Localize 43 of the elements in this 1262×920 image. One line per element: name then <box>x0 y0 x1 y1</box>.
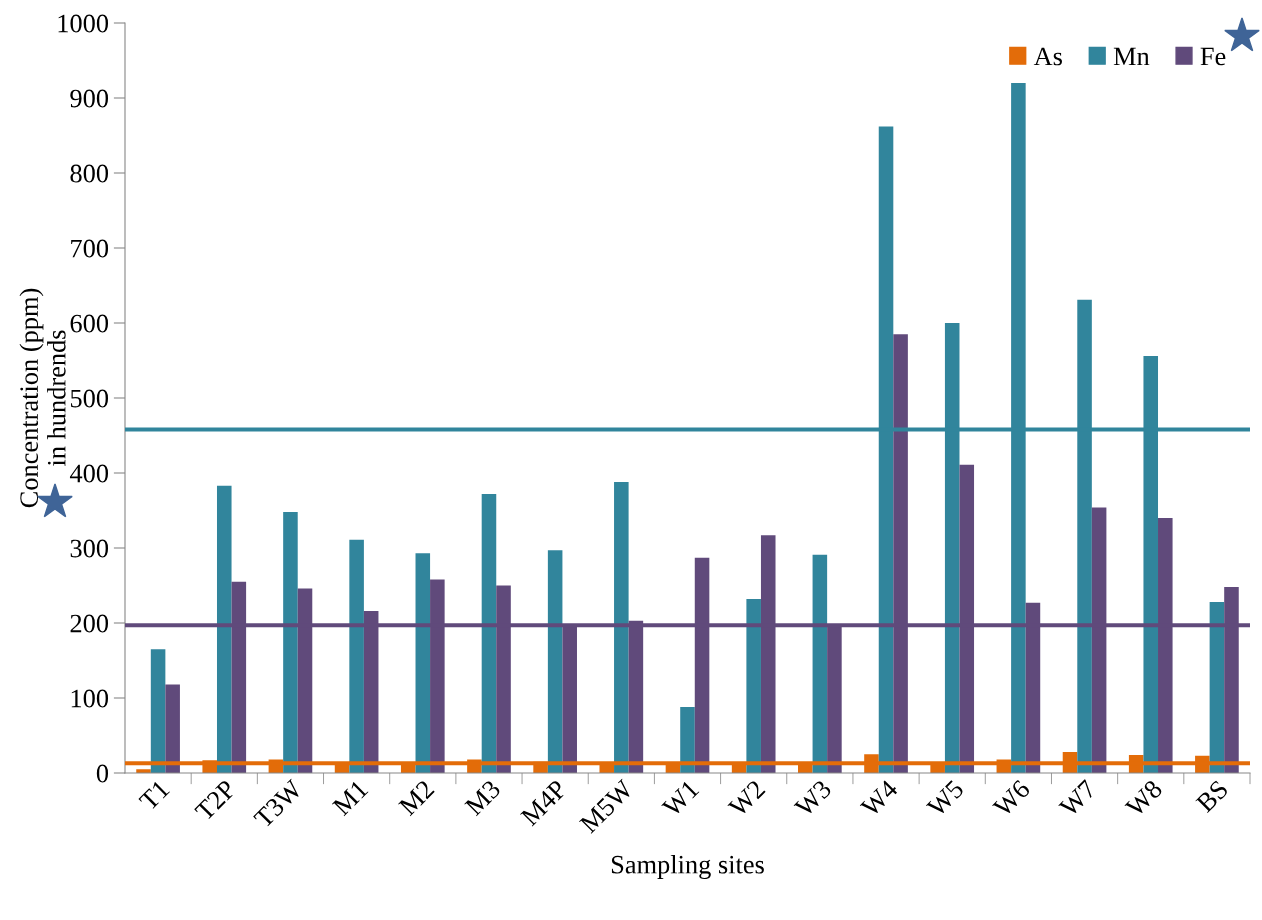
bar <box>481 494 497 773</box>
y-tick-label: 300 <box>70 539 109 558</box>
bar <box>216 485 232 773</box>
x-axis-title: Sampling sites <box>611 854 764 879</box>
bar <box>150 649 166 773</box>
y-tick-label: 1000 <box>58 14 109 33</box>
x-tick-label: W4 <box>859 778 899 819</box>
y-tick-label: 800 <box>70 164 109 183</box>
y-tick-label: 0 <box>96 764 109 783</box>
x-tick-label: W3 <box>793 779 833 819</box>
y-axis-title: Concentration (ppm) in hundrends <box>19 288 66 508</box>
x-tick-label: W5 <box>926 779 965 819</box>
bar <box>283 512 298 773</box>
y-tick-label: 400 <box>69 464 109 483</box>
x-tick-label: W8 <box>1124 779 1164 819</box>
y-tick-label: 700 <box>71 239 109 258</box>
bar <box>746 599 761 773</box>
bar <box>165 684 180 773</box>
x-tick-label: W1 <box>661 779 700 819</box>
bar <box>415 553 431 773</box>
legend-label: As <box>1033 47 1062 66</box>
bar <box>812 554 828 773</box>
x-tick-label: BS <box>1195 779 1229 814</box>
x-tick-label: W2 <box>727 779 766 819</box>
x-tick-label: M2 <box>398 779 435 817</box>
x-tick-label: W6 <box>992 779 1032 819</box>
x-tick-label: T2P <box>194 779 237 822</box>
y-tick-label: 100 <box>71 689 109 708</box>
y-tick-label: 200 <box>70 614 109 633</box>
y-tick-label: 900 <box>70 89 109 108</box>
bar <box>614 482 629 773</box>
legend-label: Mn <box>1113 47 1150 66</box>
legend-label: Fe <box>1200 47 1226 66</box>
x-tick-label: M3 <box>464 779 502 817</box>
y-tick-label: 500 <box>70 389 109 408</box>
bar <box>1209 602 1225 773</box>
bar <box>547 550 563 773</box>
x-tick-label: T1 <box>138 779 170 812</box>
x-tick-label: W7 <box>1058 779 1098 819</box>
y-tick-label: 600 <box>70 314 109 333</box>
bar <box>349 539 364 773</box>
x-tick-label: M1 <box>331 779 369 817</box>
bar <box>680 707 695 773</box>
